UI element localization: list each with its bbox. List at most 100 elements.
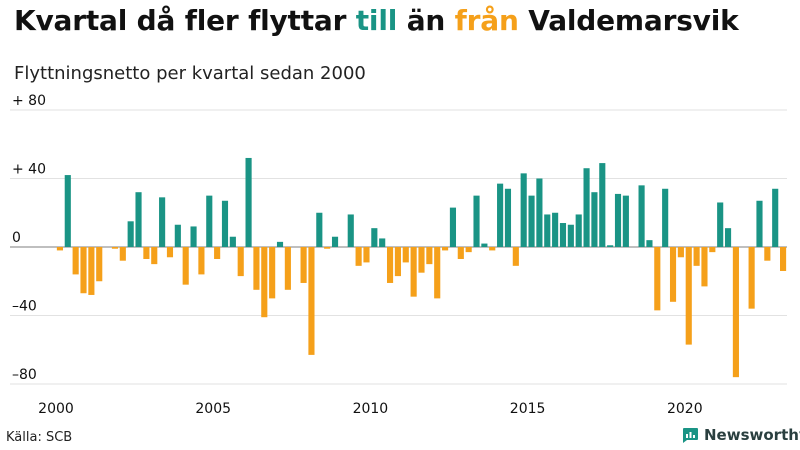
bar [284,247,291,290]
bar [88,247,95,295]
bar [622,195,629,248]
bar [717,202,724,247]
bar [221,200,229,247]
bar [166,247,174,258]
bar [646,240,653,247]
bar [457,247,464,259]
bar [772,188,779,247]
bar [269,247,276,299]
bar [347,214,354,247]
bar [386,247,394,283]
bar [607,245,614,247]
chart-subtitle: Flyttningsnetto per kvartal sedan 2000 [14,63,366,84]
x-tick-label: 2005 [195,401,231,417]
bar [245,157,252,247]
bar [497,183,504,247]
bar [536,178,543,247]
bar [198,247,205,275]
bar [465,247,472,253]
bar [143,247,150,259]
bar [614,193,622,247]
bar [756,200,763,247]
title-part: Valdemarsvik [518,4,739,37]
bar [693,247,700,266]
bar [591,192,598,247]
bars [56,157,787,378]
newsworthy-chart-icon [683,428,698,443]
bar [190,226,197,247]
bar [261,247,268,318]
bar [331,236,339,247]
bar [481,243,488,247]
title-word-till: till [355,4,398,37]
bar [418,247,425,273]
x-tick-label: 2000 [38,401,74,417]
bar [662,188,669,247]
bar [567,224,574,247]
bar [724,228,732,247]
bar [434,247,441,299]
bar [174,224,181,247]
bar [324,247,331,249]
bar [528,195,535,248]
bar [402,247,409,263]
bar [300,247,307,283]
y-tick-label: + 80 [12,93,46,109]
bar [253,247,260,290]
chart-title: Kvartal då fler flyttar till än från Val… [14,4,739,37]
brand-logo[interactable]: Newsworthy [681,426,800,444]
bar [709,247,716,253]
bar [229,236,236,247]
brand-name: Newsworthy [704,426,800,444]
bar [732,247,739,378]
bar [764,247,771,261]
title-part: Kvartal då fler flyttar [14,4,356,37]
bar [64,175,71,247]
bar [182,247,189,285]
source-label: Källa: SCB [6,430,73,445]
bar [214,247,221,259]
bar [379,238,386,247]
bar [489,247,496,251]
y-tick-label: + 40 [12,162,46,178]
bar [473,195,480,248]
bar [504,188,512,247]
bar [96,247,103,282]
bar [552,212,559,247]
title-part: än [397,4,455,37]
x-axis-ticks: 2000 2005 2010 2015 2020 [38,401,702,417]
bar [512,247,519,266]
x-tick-label: 2010 [353,401,389,417]
bar [442,247,449,251]
bar [206,195,213,248]
bar [316,212,323,247]
y-tick-label: –40 [12,299,37,315]
bar [638,185,645,247]
bar [669,247,677,302]
bar [159,197,166,247]
bar [135,192,142,247]
bar [111,247,119,249]
y-axis-ticks: + 80 + 40 0 –40 –80 [12,93,46,383]
title-word-fran: från [454,4,519,37]
bar [394,247,401,277]
bar [677,247,684,258]
bar [355,247,362,266]
x-tick-label: 2020 [667,401,703,417]
bar [151,247,158,265]
bar [308,247,315,355]
bar [599,163,606,247]
bar [72,247,79,275]
bar [654,247,661,311]
bar [701,247,708,287]
bar [575,214,582,247]
bar [127,221,134,247]
bar [544,214,551,247]
y-tick-label: –80 [12,367,37,383]
bar [559,223,567,247]
bar [237,247,244,277]
bar [426,247,433,265]
bar [748,247,755,309]
bar [56,247,63,251]
